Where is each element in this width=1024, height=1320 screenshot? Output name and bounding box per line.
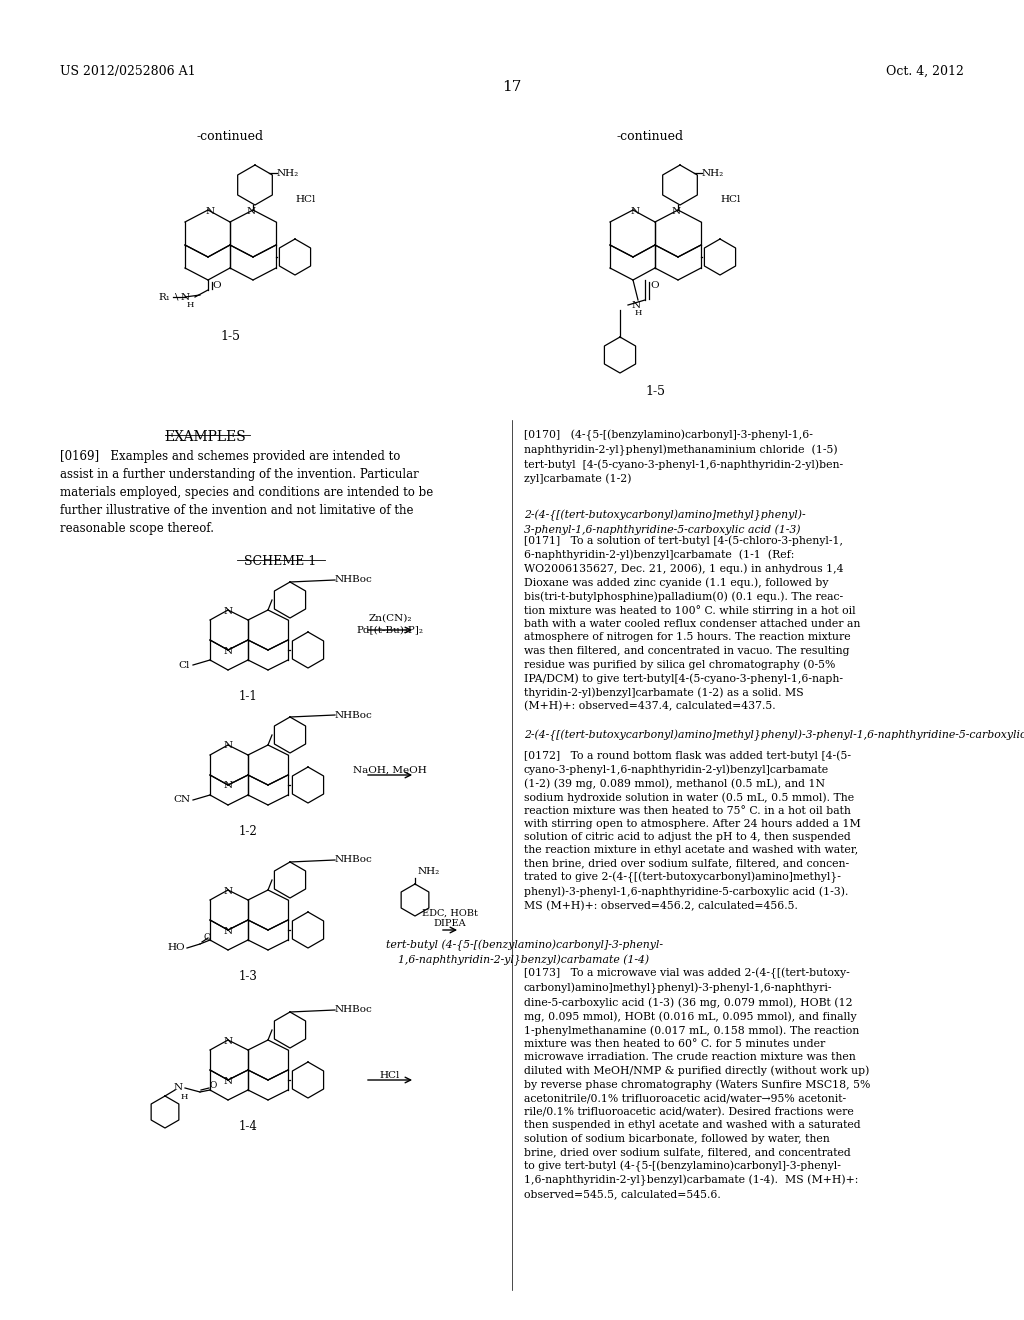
Text: N: N xyxy=(173,1084,182,1093)
Text: Cl: Cl xyxy=(178,660,190,669)
Text: -continued: -continued xyxy=(616,129,684,143)
Text: 1-5: 1-5 xyxy=(645,385,665,399)
Text: [0171]   To a solution of tert-butyl [4-(5-chloro-3-phenyl-1,
6-naphthyridin-2-y: [0171] To a solution of tert-butyl [4-(5… xyxy=(524,535,860,711)
Text: O: O xyxy=(210,1081,217,1089)
Text: N: N xyxy=(223,1036,232,1045)
Text: O: O xyxy=(650,281,658,289)
Text: NaOH, MeOH: NaOH, MeOH xyxy=(353,766,427,775)
Text: [0169]   Examples and schemes provided are intended to
assist in a further under: [0169] Examples and schemes provided are… xyxy=(60,450,433,535)
Text: EDC, HOBt: EDC, HOBt xyxy=(422,908,478,917)
Text: R₁: R₁ xyxy=(158,293,170,301)
Text: -continued: -continued xyxy=(197,129,263,143)
Text: N: N xyxy=(223,606,232,615)
Text: N: N xyxy=(223,742,232,751)
Text: H: H xyxy=(635,309,642,317)
Text: SCHEME 1: SCHEME 1 xyxy=(244,554,316,568)
Text: N: N xyxy=(247,206,256,215)
Text: EXAMPLES: EXAMPLES xyxy=(164,430,246,444)
Text: 1-3: 1-3 xyxy=(239,970,257,983)
Text: N: N xyxy=(672,206,681,215)
Text: N: N xyxy=(180,293,189,301)
Text: HO: HO xyxy=(167,944,185,953)
Text: [0172]   To a round bottom flask was added tert-butyl [4-(5-
cyano-3-phenyl-1,6-: [0172] To a round bottom flask was added… xyxy=(524,750,861,911)
Text: 2-(4-{[(tert-butoxycarbonyl)amino]methyl}phenyl)-
3-phenyl-1,6-naphthyridine-5-c: 2-(4-{[(tert-butoxycarbonyl)amino]methyl… xyxy=(524,510,806,536)
Text: HCl: HCl xyxy=(720,195,740,205)
Text: N: N xyxy=(631,206,640,215)
Text: 17: 17 xyxy=(503,81,521,94)
Text: \: \ xyxy=(175,293,181,301)
Text: 1-5: 1-5 xyxy=(220,330,240,343)
Text: H: H xyxy=(181,1093,188,1101)
Text: Pd[(t-Bu)₃P]₂: Pd[(t-Bu)₃P]₂ xyxy=(356,626,424,635)
Text: [0173]   To a microwave vial was added 2-(4-{[(tert-butoxy-
carbonyl)amino]methy: [0173] To a microwave vial was added 2-(… xyxy=(524,968,870,1200)
Text: O: O xyxy=(204,933,211,942)
Text: HCl: HCl xyxy=(295,195,315,205)
Text: tert-butyl (4-{5-[(benzylamino)carbonyl]-3-phenyl-
1,6-naphthyridin-2-yl}benzyl): tert-butyl (4-{5-[(benzylamino)carbonyl]… xyxy=(385,940,663,966)
Text: N: N xyxy=(223,927,232,936)
Text: NHBoc: NHBoc xyxy=(335,576,373,585)
Text: NH₂: NH₂ xyxy=(418,867,440,876)
Text: 1-4: 1-4 xyxy=(239,1119,257,1133)
Text: [0170]   (4-{5-[(benzylamino)carbonyl]-3-phenyl-1,6-
naphthyridin-2-yl}phenyl)me: [0170] (4-{5-[(benzylamino)carbonyl]-3-p… xyxy=(524,430,843,484)
Text: HCl: HCl xyxy=(380,1071,400,1080)
Text: Oct. 4, 2012: Oct. 4, 2012 xyxy=(886,65,964,78)
Text: CN: CN xyxy=(173,796,190,804)
Text: N: N xyxy=(223,1077,232,1085)
Text: NHBoc: NHBoc xyxy=(335,1006,373,1015)
Text: O: O xyxy=(212,281,220,289)
Text: DIPEA: DIPEA xyxy=(434,919,466,928)
Text: N: N xyxy=(223,781,232,791)
Text: N: N xyxy=(206,206,215,215)
Text: 2-(4-{[(tert-butoxycarbonyl)amino]methyl}phenyl)-3-phenyl-1,6-naphthyridine-5-ca: 2-(4-{[(tert-butoxycarbonyl)amino]methyl… xyxy=(524,730,1024,742)
Text: US 2012/0252806 A1: US 2012/0252806 A1 xyxy=(60,65,196,78)
Text: 1-1: 1-1 xyxy=(239,690,257,704)
Text: 1-2: 1-2 xyxy=(239,825,257,838)
Text: N: N xyxy=(223,887,232,895)
Text: NHBoc: NHBoc xyxy=(335,855,373,865)
Text: N: N xyxy=(223,647,232,656)
Text: NH₂: NH₂ xyxy=(702,169,724,177)
Text: NHBoc: NHBoc xyxy=(335,710,373,719)
Text: NH₂: NH₂ xyxy=(278,169,299,177)
Text: N: N xyxy=(632,301,641,309)
Text: Zn(CN)₂: Zn(CN)₂ xyxy=(369,614,412,623)
Text: H: H xyxy=(187,301,195,309)
